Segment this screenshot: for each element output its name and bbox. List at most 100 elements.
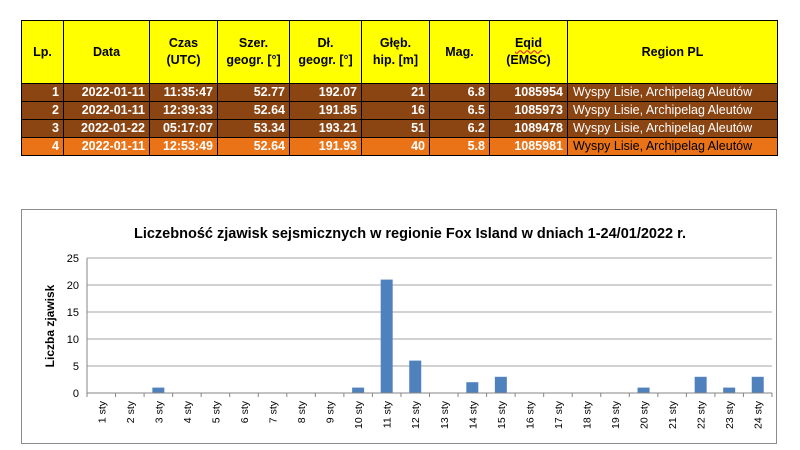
table-row: 4 2022-01-11 12:53:49 52.64 191.93 40 5.… (21, 137, 778, 156)
bar (152, 387, 165, 393)
x-tick-label: 12 sty (410, 400, 422, 429)
x-tick-label: 17 sty (553, 400, 565, 429)
header-time: Czas (UTC) (149, 20, 218, 84)
header-depth: Głęb. hip. [m] (361, 20, 430, 84)
cell-depth: 40 (361, 137, 430, 156)
cell-lon: 192.07 (289, 83, 362, 102)
bar (380, 279, 393, 393)
x-tick-label: 16 sty (524, 400, 536, 429)
earthquake-table: Lp. Data Czas (UTC) Szer. geogr. [°] Dł. ge… (21, 20, 778, 156)
cell-eqid: 1089478 (489, 119, 568, 138)
cell-mag: 6.5 (429, 101, 490, 120)
header-lat: Szer. geogr. [°] (217, 20, 290, 84)
bar (352, 387, 365, 393)
cell-lon: 191.85 (289, 101, 362, 120)
cell-time: 05:17:07 (149, 119, 218, 138)
cell-eqid: 1085981 (489, 137, 568, 156)
chart-canvas: Liczebność zjawisk sejsmicznych w region… (43, 226, 773, 429)
y-tick-label: 25 (67, 253, 79, 265)
cell-lat: 53.34 (217, 119, 290, 138)
seismic-count-chart: Liczebność zjawisk sejsmicznych w region… (21, 209, 777, 444)
x-tick-label: 20 sty (639, 400, 651, 429)
x-tick-label: 15 sty (496, 400, 508, 429)
y-tick-labels: 0 5 10 15 20 25 (67, 253, 79, 400)
x-tick-label: 8 sty (296, 400, 308, 423)
x-tick-label: 4 sty (182, 400, 194, 423)
axes (86, 258, 773, 397)
cell-mag: 6.8 (429, 83, 490, 102)
cell-time: 12:53:49 (149, 137, 218, 156)
cell-mag: 5.8 (429, 137, 490, 156)
cell-lon: 193.21 (289, 119, 362, 138)
cell-lp: 2 (21, 101, 64, 120)
y-tick-label: 0 (73, 388, 79, 400)
cell-lat: 52.64 (217, 137, 290, 156)
cell-date: 2022-01-11 (63, 137, 150, 156)
cell-lon: 191.93 (289, 137, 362, 156)
bar (694, 376, 707, 393)
cell-mag: 6.2 (429, 119, 490, 138)
cell-eqid: 1085954 (489, 83, 568, 102)
cell-time: 12:39:33 (149, 101, 218, 120)
cell-lp: 3 (21, 119, 64, 138)
cell-depth: 51 (361, 119, 430, 138)
x-tick-label: 11 sty (382, 400, 394, 428)
bar-series (152, 279, 764, 393)
cell-time: 11:35:47 (149, 83, 218, 102)
x-tick-label: 24 sty (753, 400, 765, 429)
x-tick-label: 22 sty (696, 400, 708, 429)
cell-lat: 52.77 (217, 83, 290, 102)
bar (751, 376, 764, 393)
bar (637, 387, 650, 393)
cell-lp: 1 (21, 83, 64, 102)
cell-date: 2022-01-11 (63, 101, 150, 120)
cell-region: Wyspy Lisie, Archipelag Aleutów (567, 83, 778, 102)
y-tick-label: 5 (73, 361, 79, 373)
x-tick-label: 7 sty (268, 400, 280, 423)
x-tick-label: 21 sty (667, 400, 679, 429)
header-lon: Dł. geogr. [°] (289, 20, 362, 84)
header-date: Data (63, 20, 150, 84)
x-tick-label: 18 sty (581, 400, 593, 429)
table-header-row: Lp. Data Czas (UTC) Szer. geogr. [°] Dł. ge… (21, 20, 778, 84)
cell-date: 2022-01-22 (63, 119, 150, 138)
y-tick-label: 15 (67, 307, 79, 319)
x-tick-label: 19 sty (610, 400, 622, 429)
table-row: 3 2022-01-22 05:17:07 53.34 193.21 51 6.… (21, 119, 778, 138)
y-axis-label: Liczba zjawisk (43, 284, 57, 367)
cell-depth: 21 (361, 83, 430, 102)
bar (466, 382, 479, 393)
x-tick-labels: 1 sty 2 sty 3 sty 4 sty 5 sty 6 sty 7 sty 8 sty… (96, 400, 764, 429)
chart-title: Liczebność zjawisk sejsmicznych w region… (134, 226, 686, 242)
x-tick-label: 6 sty (239, 400, 251, 423)
bar (409, 360, 422, 393)
y-tick-label: 20 (67, 280, 79, 292)
x-tick-label: 5 sty (210, 400, 222, 423)
header-region: Region PL (567, 20, 778, 84)
x-tick-label: 14 sty (467, 400, 479, 429)
table-row: 2 2022-01-11 12:39:33 52.64 191.85 16 6.… (21, 101, 778, 120)
header-mag: Mag. (429, 20, 490, 84)
x-tick-label: 9 sty (325, 400, 337, 423)
cell-depth: 16 (361, 101, 430, 120)
cell-region: Wyspy Lisie, Archipelag Aleutów (567, 119, 778, 138)
x-tick-label: 2 sty (125, 400, 137, 423)
y-tick-label: 10 (67, 334, 79, 346)
x-tick-label: 3 sty (153, 400, 165, 423)
cell-lat: 52.64 (217, 101, 290, 120)
header-lp: Lp. (21, 20, 64, 84)
bar (723, 387, 736, 393)
grid-lines (87, 257, 772, 394)
cell-lp: 4 (21, 137, 64, 156)
x-tick-label: 23 sty (724, 400, 736, 429)
table-row: 1 2022-01-11 11:35:47 52.77 192.07 21 6.… (21, 83, 778, 102)
header-eqid: Eqid (EMSC) (489, 20, 568, 84)
bar (494, 376, 507, 393)
cell-region: Wyspy Lisie, Archipelag Aleutów (567, 101, 778, 120)
x-tick-label: 13 sty (439, 400, 451, 429)
cell-date: 2022-01-11 (63, 83, 150, 102)
cell-eqid: 1085973 (489, 101, 568, 120)
x-tick-label: 10 sty (353, 400, 365, 429)
cell-region: Wyspy Lisie, Archipelag Aleutów (567, 137, 778, 156)
x-tick-label: 1 sty (96, 400, 108, 423)
